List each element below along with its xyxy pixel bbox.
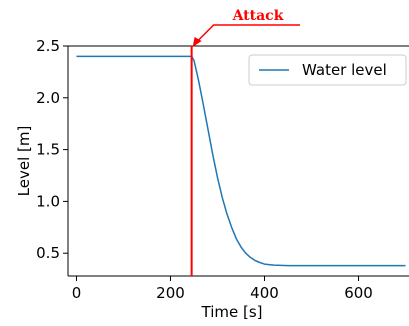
x-tick-label: 0	[72, 284, 82, 302]
x-tick-label: 400	[250, 284, 279, 302]
axes-frame	[67, 45, 409, 277]
series-line-water-level	[76, 55, 406, 267]
labels-layer: Time [s] Level [m]	[15, 126, 263, 321]
y-tick-label: 0.5	[36, 244, 60, 262]
series-layer	[76, 55, 406, 267]
y-axis-label: Level [m]	[15, 126, 33, 197]
attack-arrow-head	[192, 37, 202, 47]
y-tick-label: 2.5	[36, 37, 60, 55]
attack-annotation-label: Attack	[232, 8, 284, 24]
legend-label-water-level: Water level	[302, 61, 387, 79]
y-tick-label: 1.5	[36, 141, 60, 159]
legend-box	[248, 54, 407, 86]
y-tick-label: 1.0	[36, 192, 60, 210]
legend-layer: Water level	[248, 54, 407, 86]
annotation-layer: Attack	[190, 8, 300, 276]
x-tick-label: 600	[344, 284, 373, 302]
attack-arrow-line	[195, 24, 300, 44]
ticks-layer: 0 200 400 600 0.5 1.0 1.5 2.0 2.5	[36, 37, 373, 302]
x-axis-label: Time [s]	[201, 303, 263, 321]
x-tick-label: 200	[156, 284, 185, 302]
y-tick-label: 2.0	[36, 89, 60, 107]
